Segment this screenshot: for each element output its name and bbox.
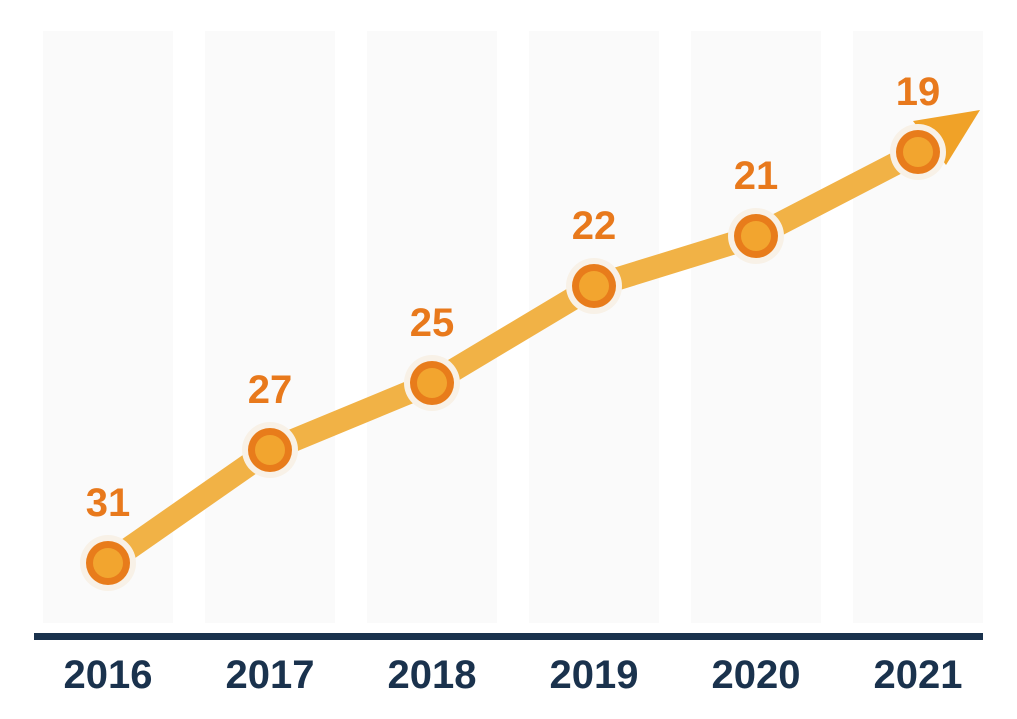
x-axis-line xyxy=(34,633,983,640)
year-label-2021: 2021 xyxy=(874,653,963,697)
marker-core-2017 xyxy=(255,435,285,465)
year-label-2019: 2019 xyxy=(550,653,639,697)
marker-core-2019 xyxy=(579,271,609,301)
marker-core-2018 xyxy=(417,368,447,398)
trend-arrowhead-icon xyxy=(913,110,980,165)
value-label-2017: 27 xyxy=(248,368,293,412)
value-label-2021: 19 xyxy=(896,70,941,114)
value-label-2018: 25 xyxy=(410,301,455,345)
marker-core-2020 xyxy=(741,221,771,251)
grid-column-2018 xyxy=(367,31,497,623)
value-label-2019: 22 xyxy=(572,204,617,248)
marker-core-2016 xyxy=(93,548,123,578)
grid-column-2019 xyxy=(529,31,659,623)
grid-column-2020 xyxy=(691,31,821,623)
grid-column-2017 xyxy=(205,31,335,623)
year-label-2020: 2020 xyxy=(712,653,801,697)
year-label-2016: 2016 xyxy=(64,653,153,697)
year-label-2018: 2018 xyxy=(388,653,477,697)
value-label-2016: 31 xyxy=(86,481,131,525)
year-label-2017: 2017 xyxy=(226,653,315,697)
value-label-2020: 21 xyxy=(734,154,779,198)
marker-core-2021 xyxy=(903,137,933,167)
